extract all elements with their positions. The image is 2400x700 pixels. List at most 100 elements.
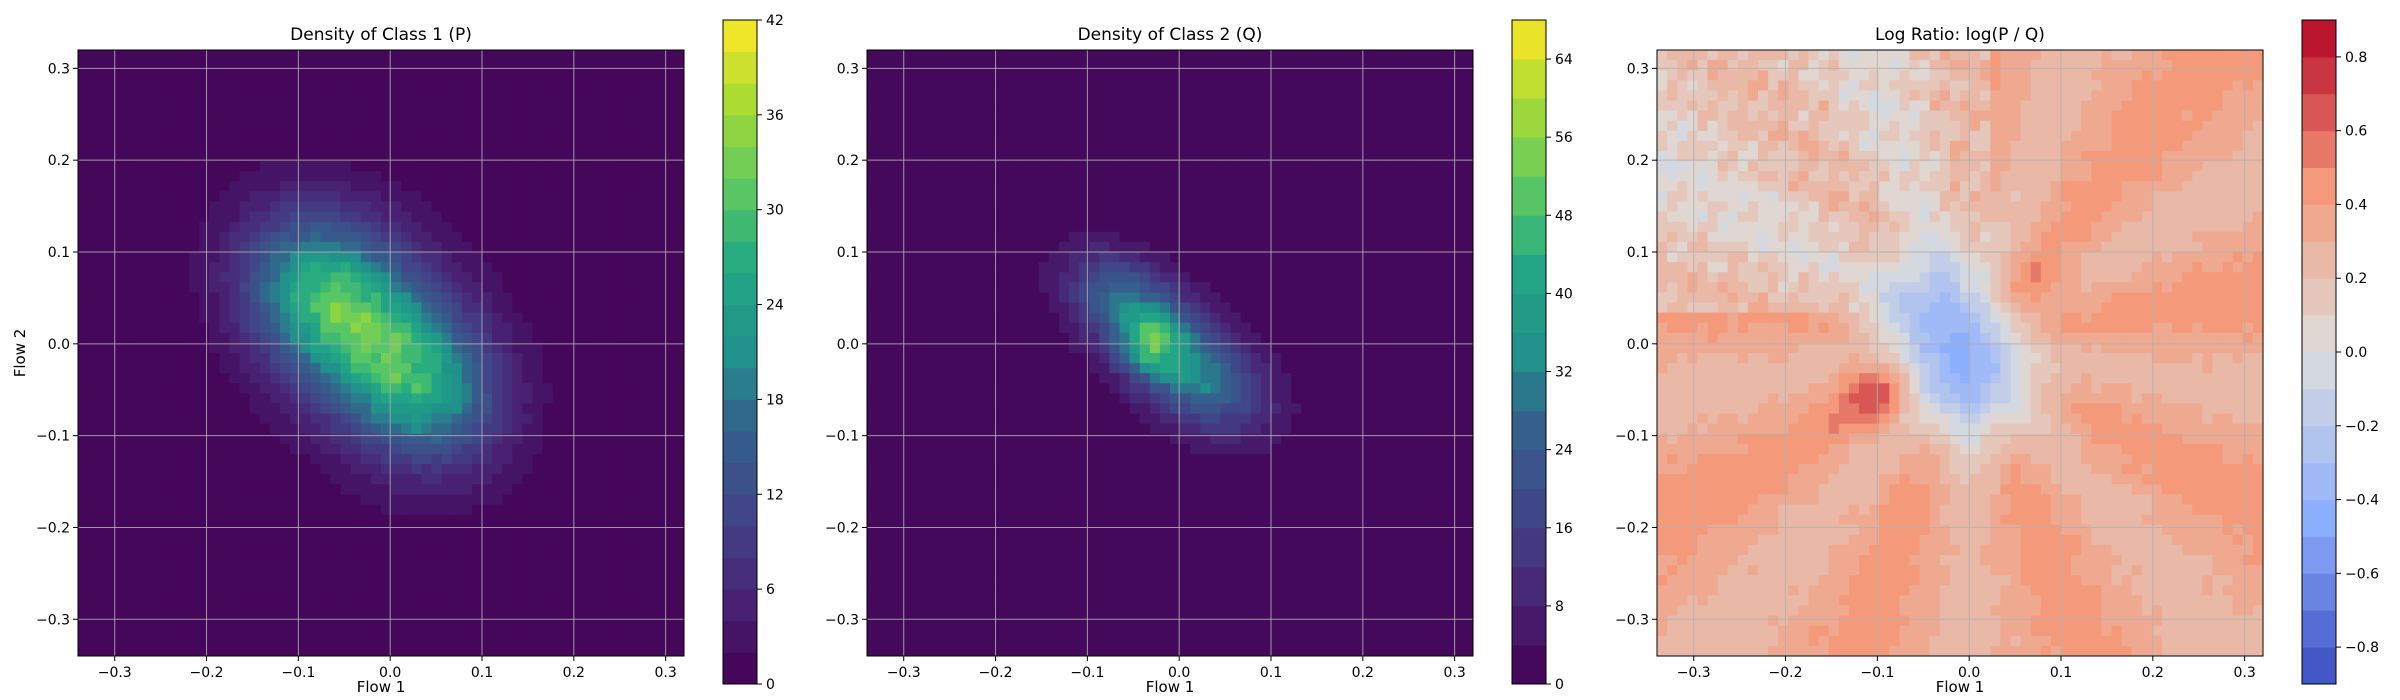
x-tick-label: 0.3	[655, 665, 677, 681]
heatmap-cell	[532, 615, 544, 627]
heatmap-cell	[411, 120, 422, 132]
heatmap-cell	[1008, 353, 1020, 364]
heatmap-cell	[391, 120, 402, 132]
heatmap-cell	[643, 140, 655, 152]
heatmap-cell	[340, 221, 352, 233]
heatmap-cell	[209, 221, 220, 233]
heatmap-cell	[209, 211, 220, 223]
heatmap-cell	[572, 353, 584, 364]
heatmap-cell	[431, 100, 443, 112]
heatmap-cell	[118, 282, 130, 293]
heatmap-cell	[168, 100, 180, 112]
heatmap-cell	[887, 514, 898, 526]
heatmap-cell	[441, 383, 453, 394]
heatmap-cell	[128, 524, 140, 536]
heatmap-cell	[1018, 70, 1030, 81]
heatmap-cell	[1058, 161, 1070, 172]
heatmap-cell	[673, 454, 684, 465]
heatmap-cell	[229, 322, 241, 334]
heatmap-cell	[98, 645, 109, 656]
heatmap-cell	[643, 504, 655, 516]
heatmap-cell	[1048, 332, 1060, 344]
heatmap-cell	[482, 161, 493, 172]
heatmap-cell	[542, 110, 554, 122]
heatmap-cell	[239, 605, 251, 617]
heatmap-cell	[1048, 302, 1060, 314]
heatmap-cell	[179, 474, 190, 485]
heatmap-cell	[461, 544, 473, 556]
heatmap-cell	[623, 110, 635, 122]
heatmap-cell	[370, 151, 382, 162]
heatmap-cell	[998, 70, 1009, 81]
heatmap-cell	[988, 262, 999, 273]
heatmap-cell	[421, 443, 433, 455]
heatmap-cell	[1008, 342, 1020, 354]
heatmap-cell	[593, 110, 604, 122]
heatmap-cell	[391, 413, 402, 425]
heatmap-cell	[280, 302, 291, 314]
heatmap-cell	[401, 393, 412, 405]
heatmap-cell	[532, 100, 544, 112]
heatmap-cell	[927, 201, 939, 213]
heatmap-cell	[532, 80, 544, 91]
heatmap-cell	[897, 443, 908, 455]
heatmap-cell	[370, 645, 382, 656]
heatmap-cell	[118, 484, 130, 495]
heatmap-cell	[108, 575, 119, 586]
heatmap-cell	[653, 555, 665, 566]
heatmap-cell	[613, 464, 624, 475]
heatmap-cell	[562, 100, 574, 112]
heatmap-cell	[562, 90, 574, 102]
colorbar-level	[723, 209, 757, 242]
heatmap-cell	[572, 231, 584, 243]
heatmap-cell	[867, 151, 878, 162]
heatmap-cell	[330, 110, 342, 122]
heatmap-cell	[887, 80, 898, 91]
heatmap-cell	[441, 100, 453, 112]
heatmap-cell	[138, 575, 150, 586]
heatmap-cell	[360, 635, 372, 647]
heatmap-cell	[1079, 201, 1090, 213]
heatmap-cell	[927, 262, 939, 273]
heatmap-cell	[653, 211, 665, 223]
colorbar-level	[723, 83, 757, 116]
heatmap-cell	[653, 241, 665, 253]
heatmap-cell	[907, 201, 919, 213]
heatmap-cell	[643, 595, 655, 607]
heatmap-cell	[643, 585, 655, 596]
heatmap-cell	[572, 383, 584, 394]
heatmap-cell	[1028, 231, 1040, 243]
heatmap-cell	[219, 403, 231, 415]
heatmap-cell	[290, 151, 301, 162]
heatmap-cell	[502, 161, 513, 172]
heatmap-cell	[330, 524, 342, 536]
heatmap-cell	[1038, 393, 1050, 405]
heatmap-cell	[330, 383, 342, 394]
heatmap-cell	[998, 140, 1009, 152]
heatmap-cell	[603, 120, 614, 132]
heatmap-cell	[320, 181, 332, 192]
heatmap-cell	[653, 171, 665, 182]
heatmap-cell	[927, 615, 939, 627]
heatmap-cell	[542, 130, 554, 142]
heatmap-cell	[998, 282, 1009, 293]
heatmap-cell	[411, 322, 422, 334]
heatmap-cell	[988, 423, 999, 435]
heatmap-cell	[179, 443, 190, 455]
heatmap-cell	[350, 252, 362, 263]
y-tick-label: 0.0	[48, 337, 70, 353]
heatmap-cell	[199, 241, 210, 253]
heatmap-cell	[998, 645, 1009, 656]
heatmap-cell	[643, 575, 655, 586]
heatmap-cell	[381, 211, 392, 223]
heatmap-cell	[907, 363, 919, 374]
heatmap-cell	[340, 615, 352, 627]
heatmap-cell	[562, 514, 574, 526]
heatmap-cell	[1038, 221, 1050, 233]
heatmap-cell	[663, 171, 675, 182]
heatmap-cell	[502, 312, 513, 324]
heatmap-cell	[1028, 474, 1040, 485]
heatmap-cell	[108, 555, 119, 566]
heatmap-cell	[623, 342, 635, 354]
heatmap-cell	[1048, 544, 1060, 556]
